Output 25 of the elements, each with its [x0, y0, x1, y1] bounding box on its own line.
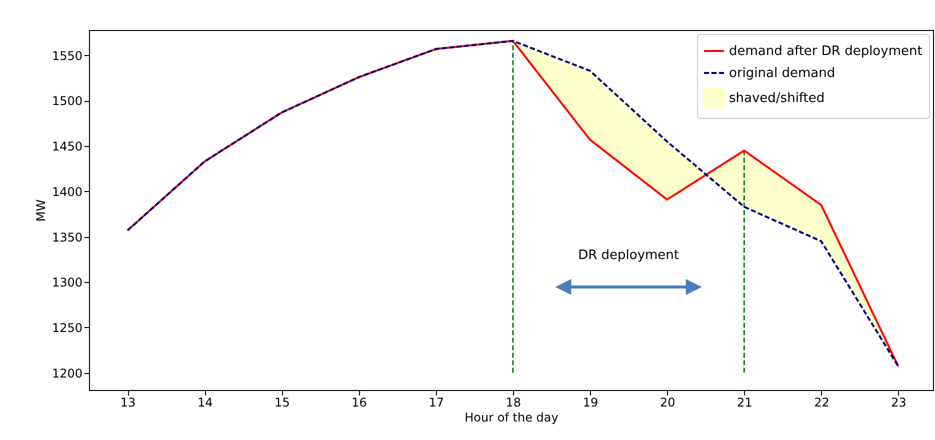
- x-tick-label: 19: [582, 396, 598, 410]
- legend-label: original demand: [729, 66, 836, 81]
- y-tick-label: 1450: [52, 140, 82, 154]
- y-tick-label: 1300: [52, 276, 82, 290]
- legend-label: demand after DR deployment: [729, 44, 922, 59]
- annotation: DR deployment: [578, 248, 680, 263]
- y-tick-label: 1550: [52, 48, 82, 63]
- x-tick-label: 15: [274, 396, 290, 410]
- x-tick-label: 13: [120, 396, 136, 410]
- y-tick-label: 1400: [52, 184, 82, 199]
- x-tick-label: 20: [660, 396, 676, 410]
- x-tick-label: 14: [197, 396, 213, 410]
- y-tick-label: 1250: [52, 320, 82, 335]
- y-axis-title: MW: [34, 199, 48, 222]
- x-tick-label: 17: [428, 396, 444, 410]
- x-tick-label: 23: [891, 396, 906, 410]
- y-tick-label: 1500: [52, 94, 82, 108]
- y-tick-label: 1200: [52, 366, 82, 380]
- x-tick-label: 21: [737, 396, 752, 410]
- x-tick-label: 18: [506, 396, 522, 410]
- y-tick-label: 1350: [52, 230, 82, 244]
- legend-label: shaved/shifted: [729, 91, 825, 106]
- x-axis-title: Hour of the day: [464, 410, 558, 424]
- x-tick-label: 22: [814, 396, 830, 410]
- x-tick-label: 16: [352, 396, 367, 410]
